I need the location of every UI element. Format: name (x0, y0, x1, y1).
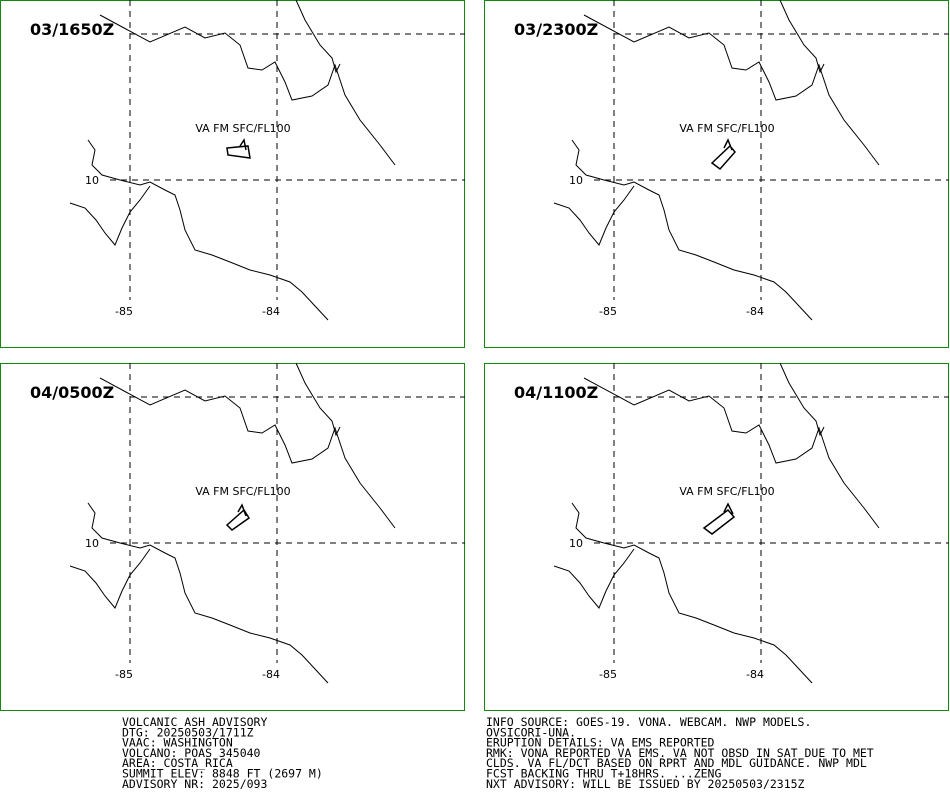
advisory-line: ADVISORY NR: 2025/093 (122, 777, 267, 791)
map-panel: 03/2300Z VA FM SFC/FL100 10 -85 -84 (484, 0, 949, 348)
lon-label: -85 (599, 668, 617, 681)
ash-area (702, 502, 736, 535)
advisory-line: OVSICORI-UNA. (486, 725, 576, 739)
layer-label: VA FM SFC/FL100 (195, 485, 290, 498)
advisory-line: VAAC: WASHINGTON (122, 736, 233, 750)
panel-frame (0, 0, 465, 348)
map-panel: 04/1100Z VA FM SFC/FL100 10 -85 -84 (484, 362, 949, 711)
panel-frame (484, 363, 949, 711)
ash-area (710, 138, 736, 171)
advisory-line: FCST BACKING THRU T+18HRS. ...ZENG (486, 767, 721, 781)
valid-time: 04/0500Z (30, 383, 114, 402)
lat-label: 10 (569, 537, 583, 550)
lat-label: 10 (85, 537, 99, 550)
lon-label: -84 (262, 668, 280, 681)
advisory-line: CLDS. VA FL/DCT BASED ON RPRT AND MDL GU… (486, 756, 867, 770)
layer-label: VA FM SFC/FL100 (679, 485, 774, 498)
valid-time: 03/1650Z (30, 20, 114, 39)
panel-frame (484, 0, 949, 348)
advisory-line: NXT ADVISORY: WILL BE ISSUED BY 20250503… (486, 777, 805, 791)
lat-label: 10 (569, 174, 583, 187)
map-panel: 04/0500Z VA FM SFC/FL100 10 -85 -84 (0, 362, 465, 711)
coastline (69, 0, 396, 321)
advisory-line: INFO SOURCE: GOES-19. VONA. WEBCAM. NWP … (486, 715, 811, 729)
ash-area (225, 503, 251, 531)
coastline (69, 362, 396, 684)
panel-frame (0, 363, 465, 711)
layer-label: VA FM SFC/FL100 (195, 122, 290, 135)
lon-label: -84 (262, 305, 280, 318)
advisory-line: DTG: 20250503/1711Z (122, 725, 254, 739)
coastline (553, 0, 880, 321)
layer-label: VA FM SFC/FL100 (679, 122, 774, 135)
advisory-line: ERUPTION DETAILS: VA EMS REPORTED (486, 736, 715, 750)
lon-label: -85 (599, 305, 617, 318)
advisory-line: VOLCANIC ASH ADVISORY (122, 715, 267, 729)
lon-label: -85 (115, 305, 133, 318)
lon-label: -85 (115, 668, 133, 681)
lat-label: 10 (85, 174, 99, 187)
lon-label: -84 (746, 668, 764, 681)
map-panel: 03/1650Z VA FM SFC/FL100 10 -85 -84 (0, 0, 465, 348)
advisory-line: AREA: COSTA_RICA (122, 756, 233, 770)
advisory-line: RMK: VONA REPORTED VA EMS. VA NOT OBSD I… (486, 746, 874, 760)
lon-label: -84 (746, 305, 764, 318)
valid-time: 04/1100Z (514, 383, 598, 402)
advisory-line: VOLCANO: POAS 345040 (122, 746, 261, 760)
coastline (553, 362, 880, 684)
valid-time: 03/2300Z (514, 20, 598, 39)
advisory-line: SUMMIT ELEV: 8848 FT (2697 M) (122, 767, 323, 781)
ash-area (226, 138, 251, 159)
